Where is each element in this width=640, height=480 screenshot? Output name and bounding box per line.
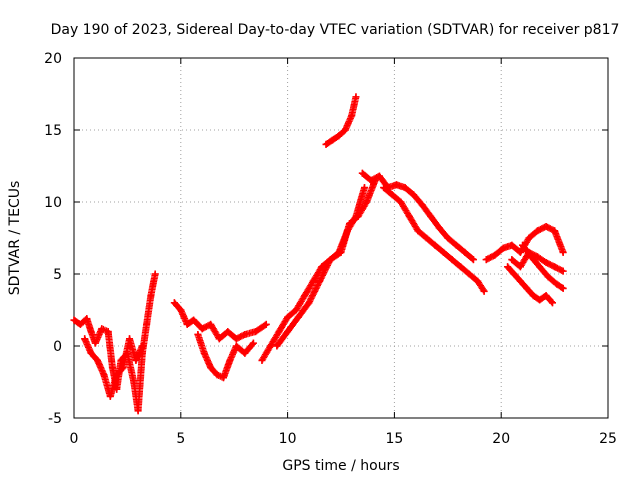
y-tick-label: 0	[53, 339, 62, 355]
series-arc-g	[323, 93, 360, 148]
series-arc-m	[504, 263, 556, 306]
y-axis-label: SDTVAR / TECUs	[7, 181, 23, 296]
x-tick-label: 25	[599, 431, 617, 447]
data-layer	[71, 93, 567, 414]
x-axis-label: GPS time / hours	[282, 458, 399, 474]
y-tick-label: 15	[44, 123, 62, 139]
y-tick-label: 20	[44, 51, 62, 67]
chart-title: Day 190 of 2023, Sidereal Day-to-day VTE…	[51, 22, 620, 38]
data-point	[194, 331, 201, 338]
axis-ticks: 0 5 10 15 20 25 -5 0 5 10 15 20	[44, 51, 617, 447]
x-tick-label: 15	[385, 431, 403, 447]
series-markers	[504, 263, 556, 306]
series-arc-d	[194, 331, 257, 381]
x-tick-label: 10	[279, 431, 297, 447]
y-tick-label: 5	[53, 267, 62, 283]
data-point	[135, 407, 142, 414]
series-markers	[323, 93, 360, 147]
chart: Day 190 of 2023, Sidereal Day-to-day VTE…	[0, 0, 640, 480]
series-markers	[171, 299, 270, 342]
series-arc-c	[171, 299, 270, 342]
x-tick-label: 0	[70, 431, 79, 447]
x-tick-label: 5	[176, 431, 185, 447]
y-tick-label: -5	[48, 411, 62, 427]
data-point	[130, 379, 137, 386]
data-point	[143, 321, 150, 328]
series-arc-i	[380, 184, 487, 295]
x-tick-label: 20	[492, 431, 510, 447]
y-tick-label: 10	[44, 195, 62, 211]
data-point	[352, 93, 359, 100]
series-markers	[380, 184, 487, 295]
